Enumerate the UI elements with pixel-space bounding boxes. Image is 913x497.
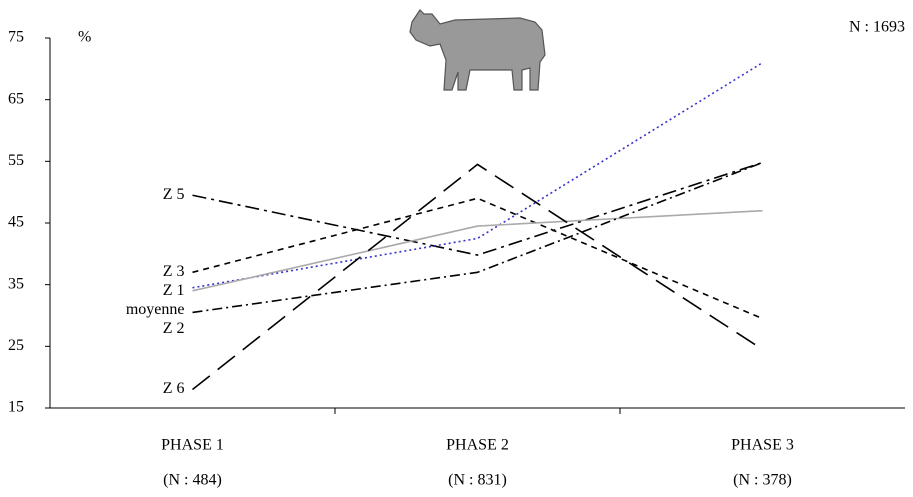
x-tick-label: PHASE 1 <box>161 437 224 454</box>
series-label: Z 2 <box>163 320 185 337</box>
y-tick-label: 15 <box>8 399 24 416</box>
series-label: Z 3 <box>163 263 185 280</box>
y-tick-label: 75 <box>8 29 24 46</box>
series-label: moyenne <box>126 301 185 318</box>
y-tick-label: 35 <box>8 275 24 292</box>
y-tick-label: 25 <box>8 337 24 354</box>
series-line <box>192 163 763 391</box>
series-label: Z 6 <box>163 380 185 397</box>
series-line <box>192 161 763 314</box>
x-tick-label: PHASE 3 <box>731 437 794 454</box>
series-line <box>192 209 763 292</box>
x-tick-label: PHASE 2 <box>446 437 509 454</box>
y-unit: % <box>78 29 91 46</box>
series-label: Z 1 <box>163 282 185 299</box>
y-tick-label: 65 <box>8 90 24 107</box>
series-label: Z 5 <box>163 186 185 203</box>
annotation: N : 1693 <box>849 19 905 36</box>
x-tick-count: (N : 831) <box>448 472 507 489</box>
series-line <box>192 197 763 320</box>
y-tick-label: 45 <box>8 214 24 231</box>
series-line <box>192 61 763 289</box>
y-tick-label: 55 <box>8 152 24 169</box>
x-tick-count: (N : 484) <box>163 472 222 489</box>
x-tick-count: (N : 378) <box>733 472 792 489</box>
cow-icon <box>409 9 546 91</box>
series-line <box>192 161 763 256</box>
